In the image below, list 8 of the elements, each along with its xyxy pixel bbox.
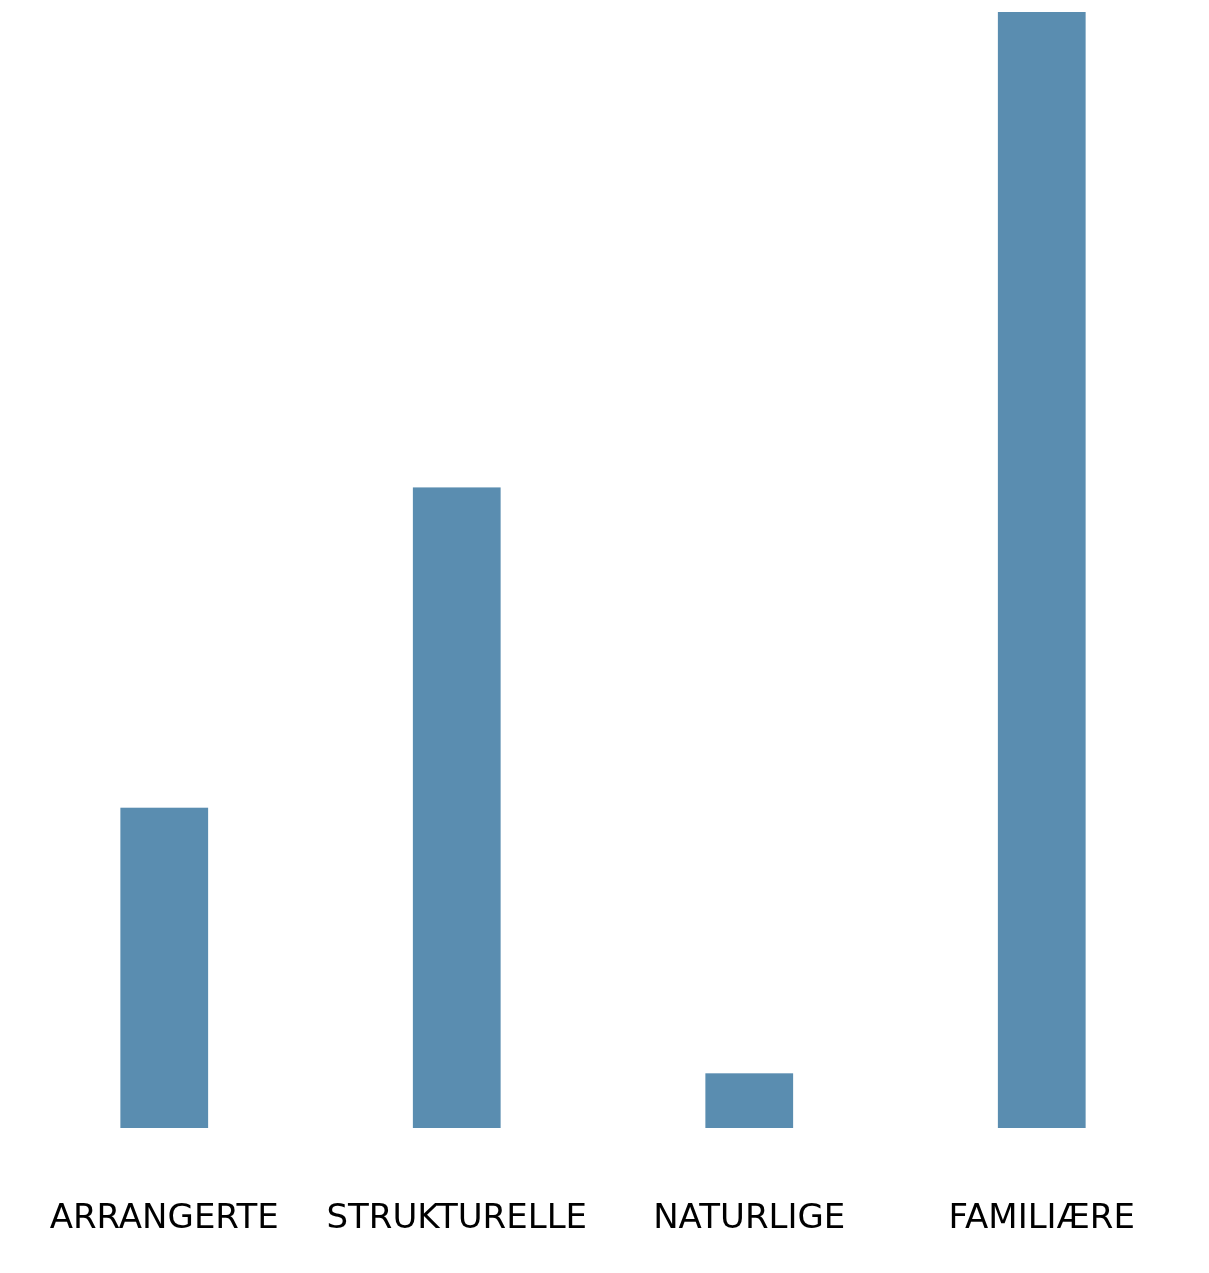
bar	[997, 12, 1086, 1128]
bar	[412, 487, 501, 1128]
x-tick-label: ARRANGERTE	[49, 1196, 279, 1236]
bar	[120, 807, 209, 1128]
x-tick-label: FAMILIÆRE	[948, 1196, 1135, 1236]
bar	[705, 1073, 794, 1128]
x-tick-label: NATURLIGE	[653, 1196, 846, 1236]
x-tick-label: STRUKTURELLE	[326, 1196, 588, 1236]
